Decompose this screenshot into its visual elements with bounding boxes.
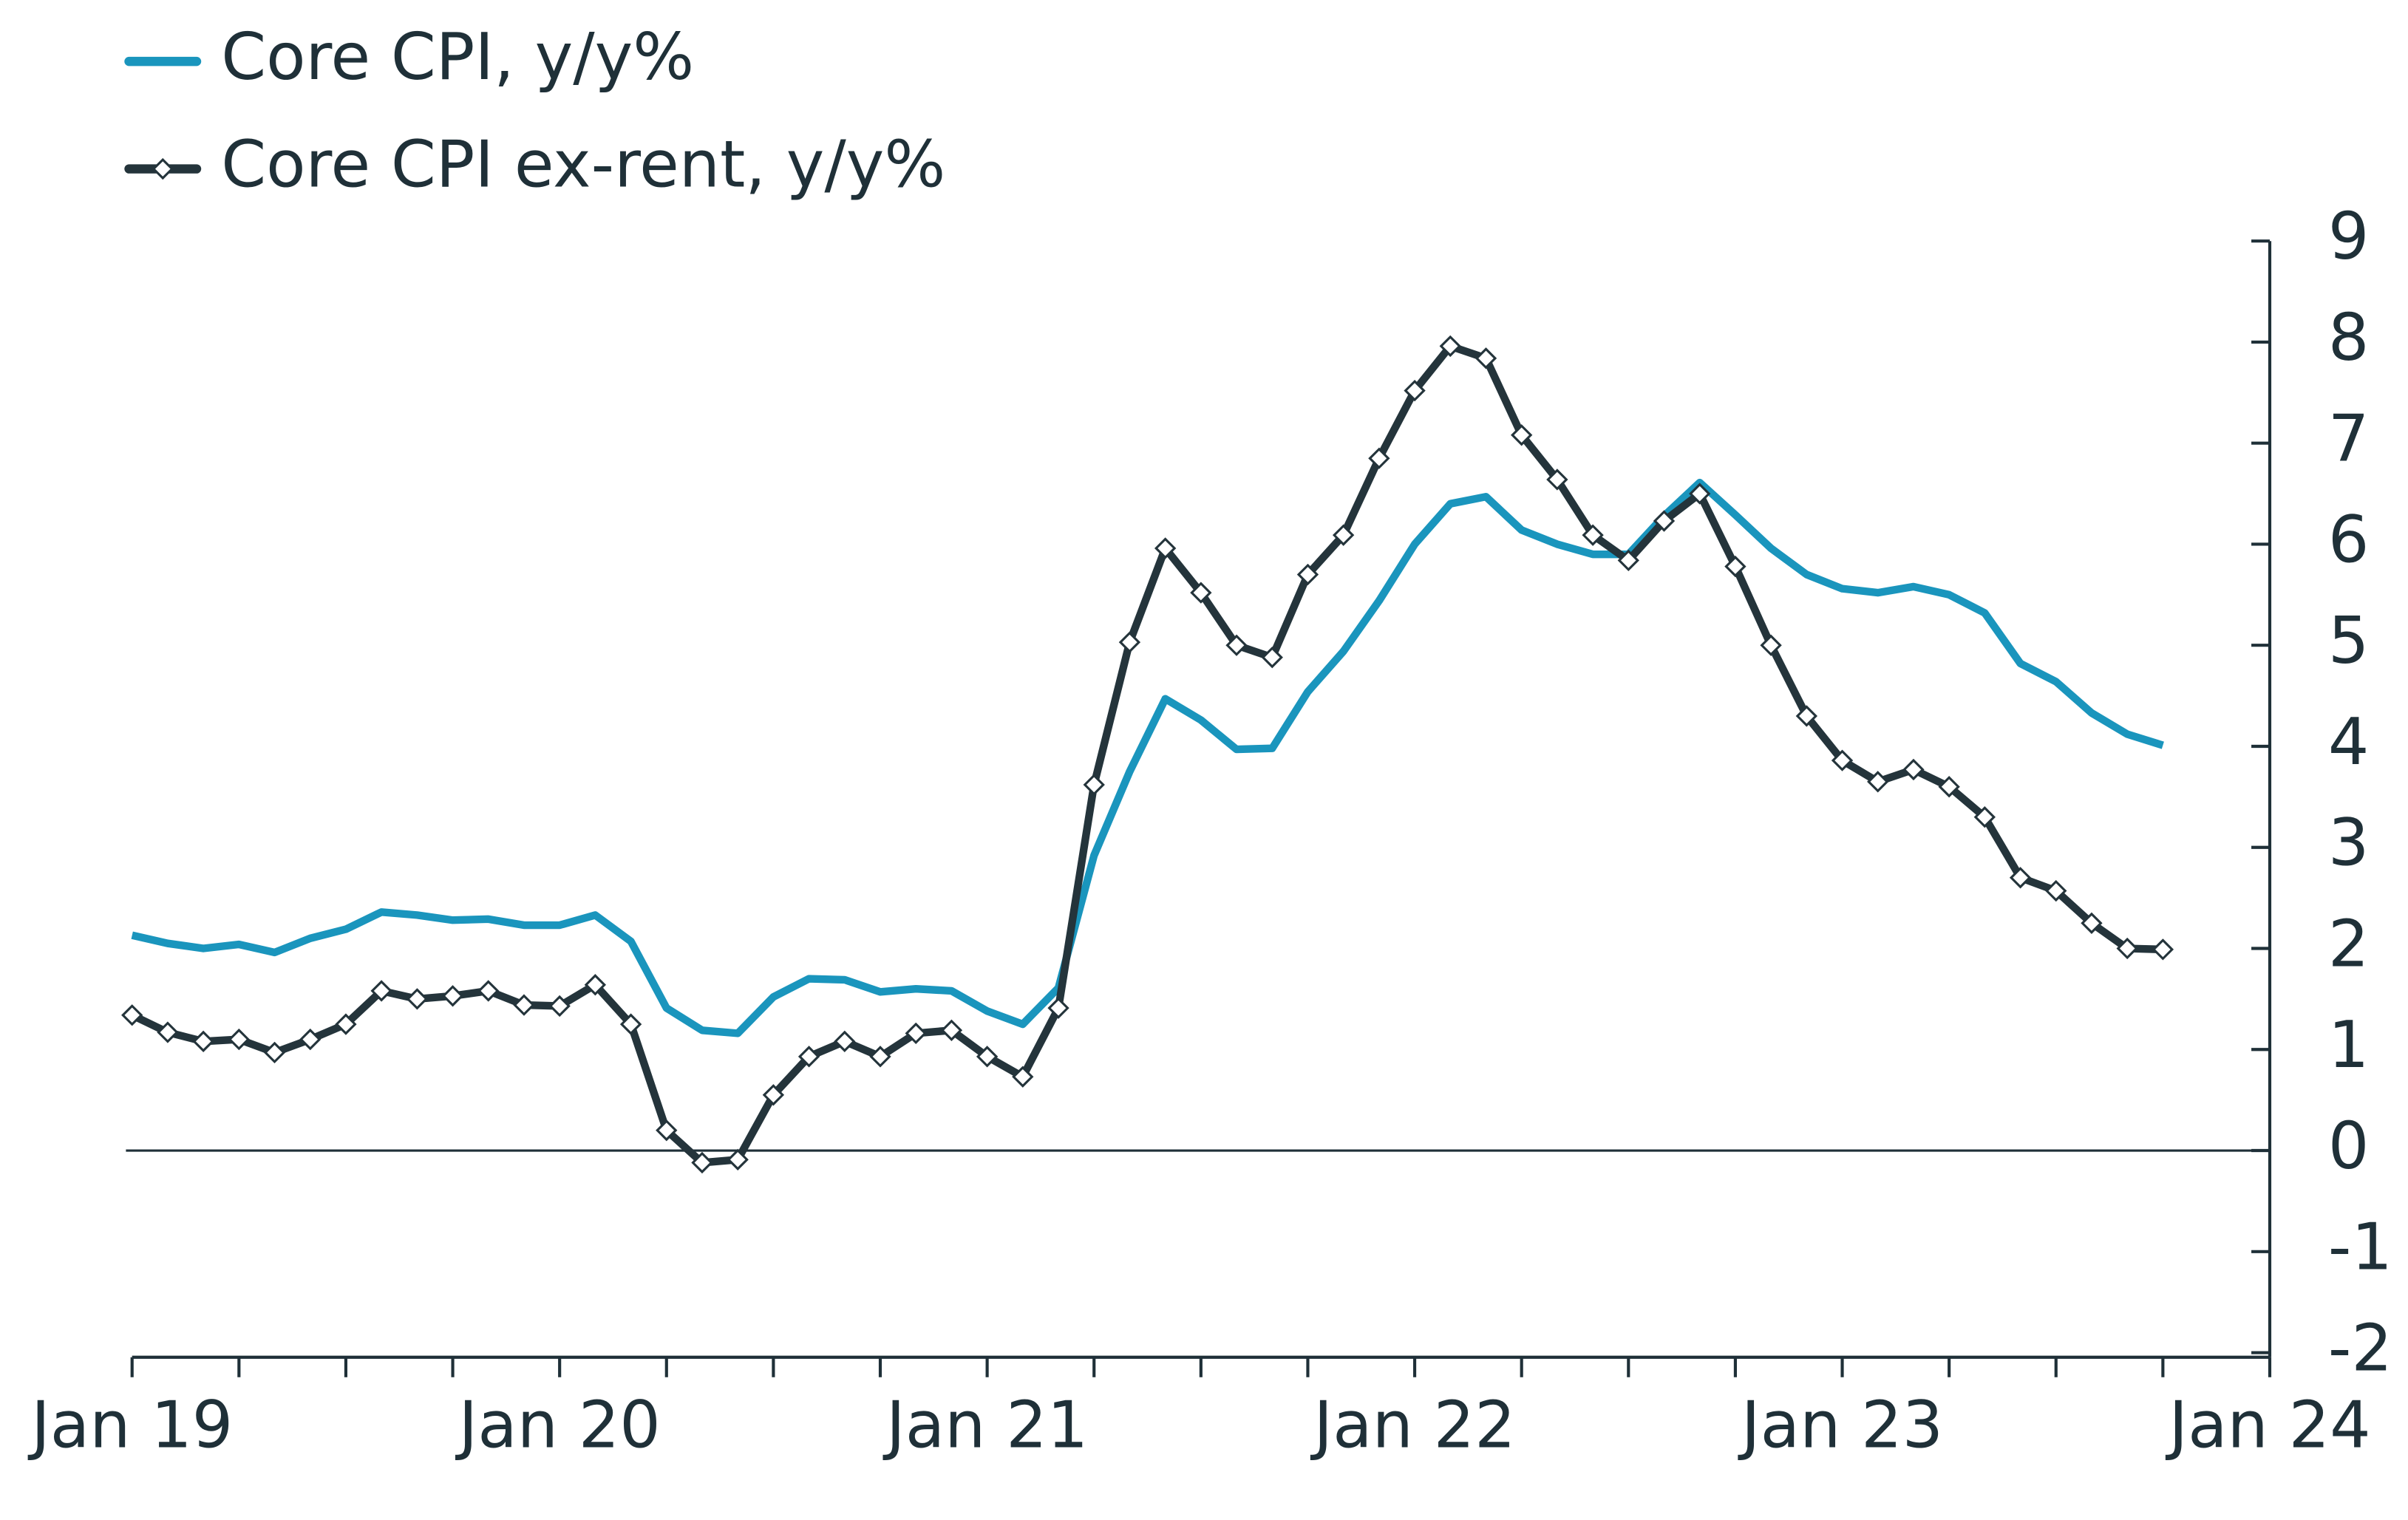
y-tick-label: 6: [2328, 502, 2370, 577]
y-tick-label: 5: [2328, 603, 2370, 678]
series-marker: [228, 1028, 250, 1051]
series-marker: [1546, 468, 1568, 491]
series-marker: [1973, 806, 1996, 828]
y-tick-label: 9: [2328, 199, 2370, 274]
legend-label: Core CPI, y/y%: [221, 19, 694, 95]
series-marker: [2152, 938, 2174, 961]
series-marker: [1653, 510, 1676, 532]
series-marker: [1511, 424, 1533, 446]
series-marker: [619, 1013, 642, 1035]
series-marker: [834, 1030, 856, 1052]
series-marker: [299, 1028, 322, 1051]
series-marker: [1724, 555, 1747, 578]
series-marker: [1831, 749, 1854, 771]
series-marker: [1154, 537, 1177, 559]
series-marker: [1190, 582, 1212, 604]
series-marker: [1760, 634, 1782, 656]
series-marker: [192, 1030, 214, 1052]
series-marker: [335, 1013, 357, 1035]
series-marker: [1582, 524, 1604, 546]
y-tick-label: 0: [2328, 1108, 2370, 1184]
series-marker: [1083, 774, 1105, 796]
x-tick-label: Jan 22: [1310, 1387, 1515, 1462]
series-marker: [1012, 1066, 1034, 1088]
series-marker: [1225, 634, 1248, 656]
x-tick-label: Jan 23: [1738, 1387, 1943, 1462]
series-marker: [477, 980, 500, 1002]
series-marker: [584, 974, 607, 996]
series-marker: [656, 1119, 678, 1142]
series-marker: [1795, 705, 1818, 727]
x-tick-label: Jan 20: [455, 1387, 661, 1462]
x-tick-label: Jan 19: [27, 1387, 233, 1462]
series-marker: [1368, 447, 1390, 469]
series-marker: [2116, 937, 2138, 960]
series-marker: [691, 1151, 713, 1174]
series-marker: [797, 1046, 820, 1068]
series-marker: [1938, 776, 1960, 798]
x-tick-label: Jan 21: [882, 1387, 1088, 1462]
series-marker: [1047, 997, 1069, 1019]
series-line: [131, 478, 2164, 1037]
y-tick-label: 1: [2328, 1007, 2370, 1083]
y-tick-label: 2: [2328, 906, 2370, 981]
series-marker: [406, 988, 429, 1010]
series-marker: [513, 994, 535, 1016]
y-tick-label: 8: [2328, 300, 2370, 375]
series-marker: [2009, 867, 2032, 889]
y-tick-label: 3: [2328, 805, 2370, 881]
series-marker: [157, 1021, 179, 1043]
series-marker: [940, 1019, 963, 1041]
series-marker: [263, 1041, 286, 1064]
series-marker: [1332, 524, 1355, 546]
series-marker: [370, 980, 392, 1002]
legend-marker: [152, 157, 174, 180]
series-marker: [2081, 912, 2103, 934]
series-marker: [1404, 379, 1426, 402]
y-tick-label: 4: [2328, 704, 2370, 780]
y-tick-label: -2: [2328, 1310, 2392, 1386]
series-marker: [441, 985, 464, 1007]
series-marker: [727, 1148, 749, 1170]
series-marker: [1867, 771, 1889, 793]
series-marker: [762, 1084, 785, 1106]
series-marker: [976, 1046, 999, 1068]
series-marker: [1902, 758, 1925, 781]
x-tick-label: Jan 24: [2165, 1387, 2370, 1462]
series-line: [130, 342, 2163, 1167]
y-tick-label: -1: [2328, 1210, 2392, 1285]
series-marker: [1118, 631, 1141, 653]
series-marker: [1475, 347, 1497, 369]
series-marker: [905, 1022, 927, 1045]
series-marker: [1617, 549, 1639, 572]
series-marker: [1261, 646, 1283, 669]
series-marker: [121, 1004, 143, 1026]
series-marker: [548, 995, 571, 1018]
series-marker: [2045, 879, 2067, 902]
series-marker: [1296, 563, 1319, 586]
series-marker: [1689, 483, 1711, 505]
series-marker: [1439, 335, 1461, 358]
series-marker: [869, 1046, 891, 1068]
legend-label: Core CPI ex-rent, y/y%: [221, 126, 945, 202]
y-tick-label: 7: [2328, 401, 2370, 477]
